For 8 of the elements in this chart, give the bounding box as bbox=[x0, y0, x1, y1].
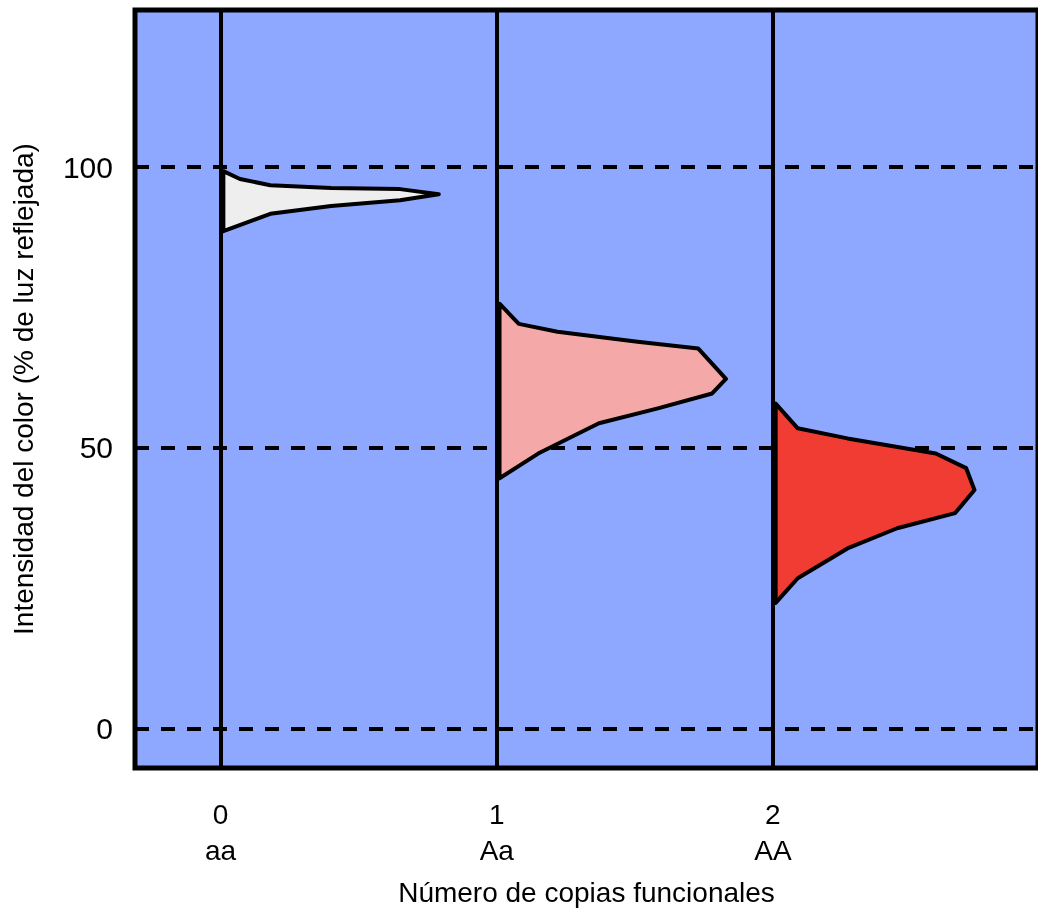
x-tick-label: 0 aa bbox=[205, 798, 237, 866]
x-tick-label: 2 AA bbox=[754, 798, 792, 866]
x-axis-title: Número de copias funcionales bbox=[398, 876, 775, 908]
y-tick-label: 50 bbox=[79, 431, 113, 465]
y-tick-label: 0 bbox=[96, 712, 113, 746]
y-tick-label: 100 bbox=[62, 150, 113, 184]
x-tick-label: 1 Aa bbox=[479, 798, 515, 866]
y-axis-title: Intensidad del color (% de luz reflejada) bbox=[7, 143, 39, 635]
